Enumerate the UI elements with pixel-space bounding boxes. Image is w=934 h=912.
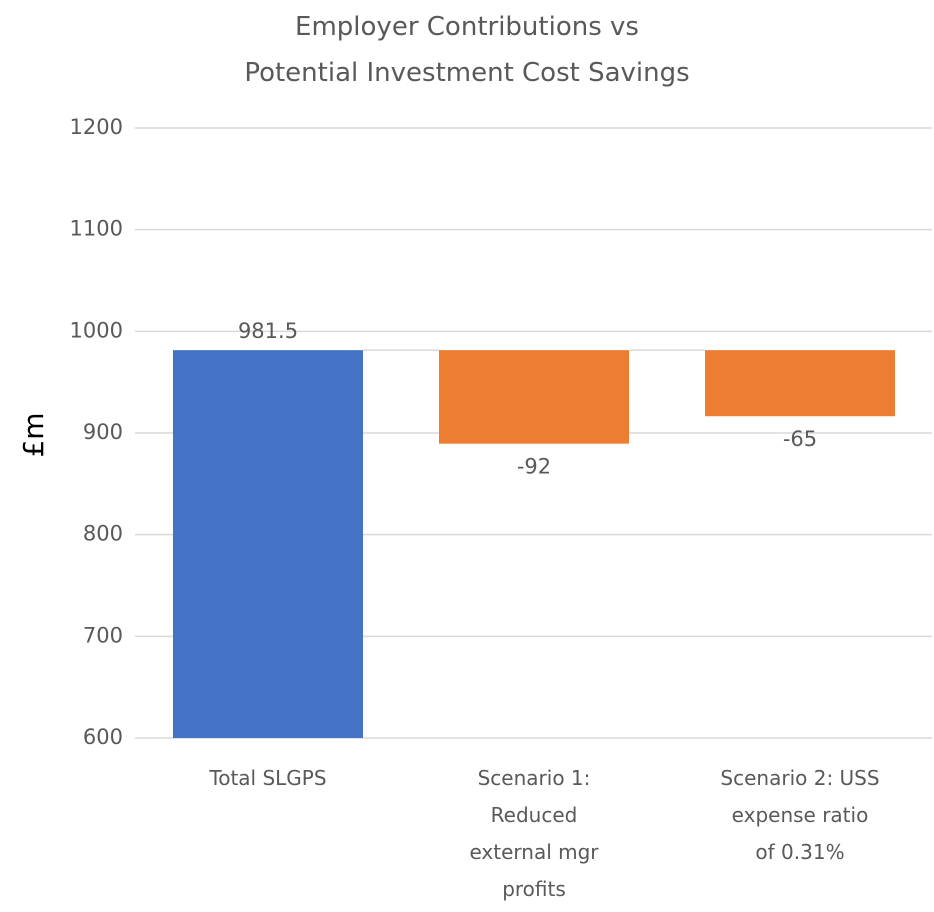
y-axis-label: £m: [17, 412, 50, 457]
y-tick-label: 600: [83, 725, 123, 749]
x-tick-label: Total SLGPS: [209, 766, 327, 790]
y-tick-label: 700: [83, 623, 123, 647]
data-label: 981.5: [238, 319, 298, 343]
chart-title: Potential Investment Cost Savings: [244, 58, 690, 88]
y-tick-label: 1200: [70, 115, 123, 139]
data-label: -65: [783, 427, 817, 451]
bar: [705, 350, 895, 417]
y-tick-label: 1000: [70, 318, 123, 342]
data-label: -92: [517, 455, 551, 479]
x-tick-label: Scenario 1: Reduced external mgr profits: [469, 766, 599, 901]
x-tick-label: Scenario 2: USS expense ratio of 0.31%: [720, 766, 880, 864]
y-tick-label: 900: [83, 420, 123, 444]
chart-title: Employer Contributions vs: [295, 12, 639, 42]
y-tick-label: 800: [83, 522, 123, 546]
y-tick-label: 1100: [70, 217, 123, 241]
bar: [439, 350, 629, 444]
bar: [173, 350, 363, 738]
